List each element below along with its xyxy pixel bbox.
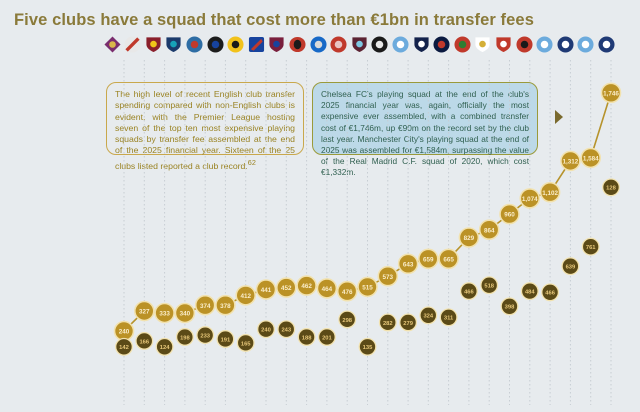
svg-text:518: 518 — [484, 284, 494, 290]
svg-text:462: 462 — [301, 283, 312, 290]
svg-text:279: 279 — [403, 321, 413, 327]
svg-text:864: 864 — [484, 227, 495, 234]
svg-text:166: 166 — [139, 339, 149, 345]
svg-text:484: 484 — [525, 290, 535, 296]
svg-text:412: 412 — [240, 293, 251, 300]
svg-text:298: 298 — [342, 318, 352, 324]
svg-text:1,584: 1,584 — [583, 156, 599, 163]
svg-text:659: 659 — [423, 256, 434, 263]
svg-text:452: 452 — [281, 285, 292, 292]
svg-text:1,312: 1,312 — [563, 159, 579, 166]
svg-text:324: 324 — [423, 314, 433, 320]
svg-text:441: 441 — [261, 287, 272, 294]
svg-text:198: 198 — [180, 335, 190, 341]
svg-text:1,746: 1,746 — [603, 90, 619, 97]
svg-text:960: 960 — [504, 212, 515, 219]
svg-text:476: 476 — [342, 289, 353, 296]
svg-text:573: 573 — [383, 274, 394, 281]
svg-text:1,102: 1,102 — [542, 190, 558, 197]
svg-text:1,074: 1,074 — [522, 196, 538, 203]
svg-text:829: 829 — [464, 235, 475, 242]
svg-text:142: 142 — [119, 345, 129, 351]
svg-text:188: 188 — [302, 335, 312, 341]
svg-text:233: 233 — [200, 334, 210, 340]
svg-text:240: 240 — [261, 328, 271, 334]
svg-text:311: 311 — [444, 316, 454, 322]
svg-text:333: 333 — [159, 311, 170, 318]
svg-text:327: 327 — [139, 309, 150, 316]
svg-text:398: 398 — [505, 305, 515, 311]
svg-text:135: 135 — [363, 345, 373, 351]
svg-text:128: 128 — [606, 186, 616, 192]
svg-text:165: 165 — [241, 341, 251, 347]
svg-text:201: 201 — [322, 335, 332, 341]
svg-text:639: 639 — [566, 265, 576, 271]
svg-text:124: 124 — [160, 345, 170, 351]
svg-text:466: 466 — [464, 290, 474, 296]
svg-text:282: 282 — [383, 321, 393, 327]
svg-text:515: 515 — [362, 285, 373, 292]
svg-text:464: 464 — [322, 286, 333, 293]
svg-text:340: 340 — [180, 311, 191, 318]
svg-text:761: 761 — [586, 245, 596, 251]
svg-text:643: 643 — [403, 261, 414, 268]
svg-text:374: 374 — [200, 303, 211, 310]
svg-text:240: 240 — [119, 329, 130, 336]
svg-text:466: 466 — [545, 291, 555, 297]
svg-text:665: 665 — [443, 256, 454, 263]
svg-text:378: 378 — [220, 303, 231, 310]
svg-text:243: 243 — [281, 328, 291, 334]
svg-text:191: 191 — [221, 337, 231, 343]
